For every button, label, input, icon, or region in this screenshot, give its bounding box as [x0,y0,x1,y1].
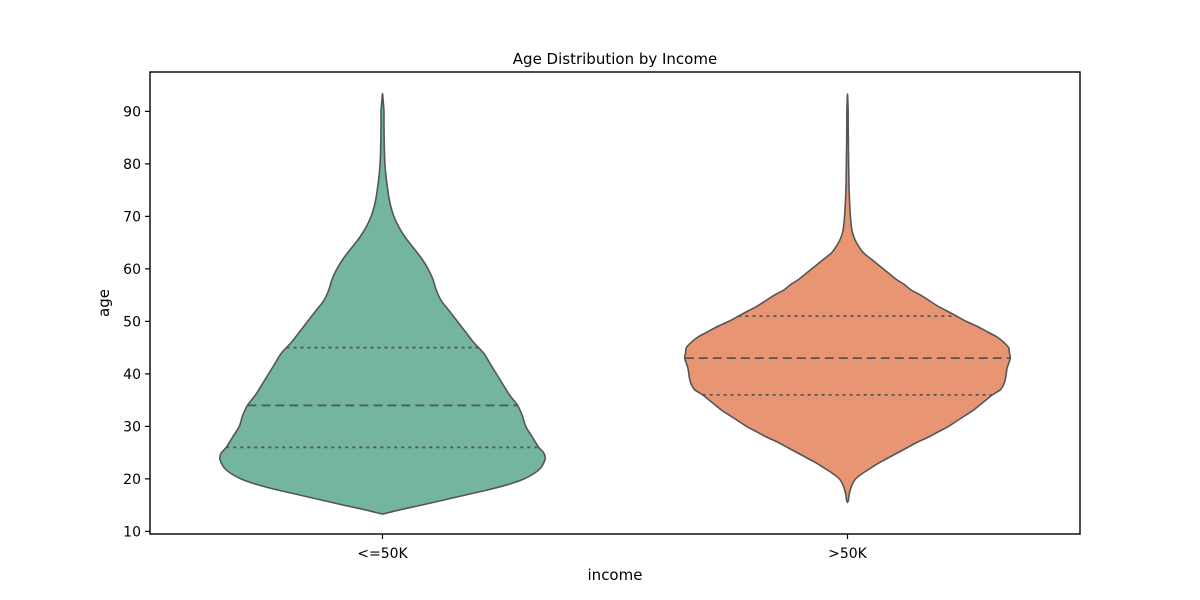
y-tick-label: 10 [123,524,141,540]
chart-title: Age Distribution by Income [513,50,717,68]
x-axis: <=50K >50K [357,534,868,562]
y-tick-label: 90 [123,104,141,120]
y-tick-label: 60 [123,262,141,278]
plot-frame [149,71,1081,535]
y-tick-label: 30 [123,419,141,435]
x-tick-label: <=50K [357,546,408,562]
y-tick-label: 70 [123,209,141,225]
violins-layer [218,92,1012,515]
y-tick-label: 50 [123,314,141,330]
violin-body-gt-50k [683,93,1012,504]
violin-le-50k [218,92,547,515]
y-tick-label: 20 [123,472,141,488]
y-axis-label: age [95,289,113,317]
violin-body-le-50k [218,92,547,515]
y-axis: 10 20 30 40 50 60 70 80 90 [123,104,150,540]
x-tick-label: >50K [828,546,868,562]
y-tick-label: 80 [123,157,141,173]
x-axis-label: income [588,566,643,584]
y-tick-label: 40 [123,367,141,383]
violin-gt-50k [683,93,1012,504]
